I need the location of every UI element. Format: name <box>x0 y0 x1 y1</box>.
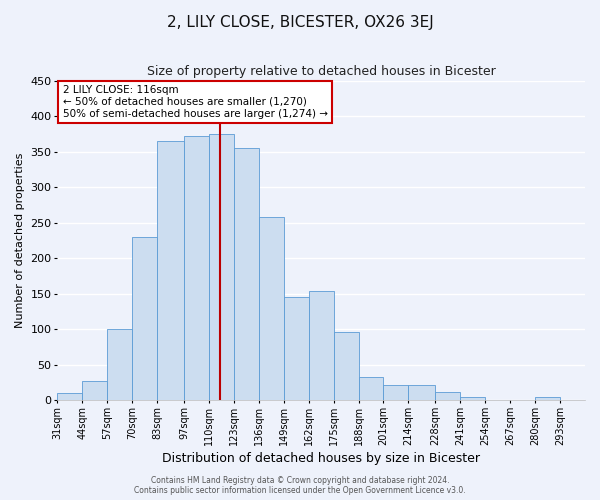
Bar <box>284 297 308 400</box>
Bar <box>57 393 82 400</box>
Text: Contains HM Land Registry data © Crown copyright and database right 2024.
Contai: Contains HM Land Registry data © Crown c… <box>134 476 466 495</box>
Text: 2 LILY CLOSE: 116sqm
← 50% of detached houses are smaller (1,270)
50% of semi-de: 2 LILY CLOSE: 116sqm ← 50% of detached h… <box>62 86 328 118</box>
Bar <box>308 292 334 400</box>
Bar <box>209 134 234 400</box>
X-axis label: Distribution of detached houses by size in Bicester: Distribution of detached houses by size … <box>162 452 480 465</box>
Bar <box>359 376 383 400</box>
Bar <box>334 332 359 400</box>
Bar <box>184 136 209 400</box>
Bar <box>436 392 460 400</box>
Bar <box>157 141 184 400</box>
Bar <box>107 329 132 400</box>
Bar <box>383 385 409 400</box>
Text: 2, LILY CLOSE, BICESTER, OX26 3EJ: 2, LILY CLOSE, BICESTER, OX26 3EJ <box>167 15 433 30</box>
Bar <box>460 396 485 400</box>
Bar <box>132 237 157 400</box>
Bar <box>234 148 259 400</box>
Y-axis label: Number of detached properties: Number of detached properties <box>15 152 25 328</box>
Bar <box>535 396 560 400</box>
Bar <box>82 381 107 400</box>
Title: Size of property relative to detached houses in Bicester: Size of property relative to detached ho… <box>147 65 496 78</box>
Bar <box>259 217 284 400</box>
Bar <box>409 384 436 400</box>
